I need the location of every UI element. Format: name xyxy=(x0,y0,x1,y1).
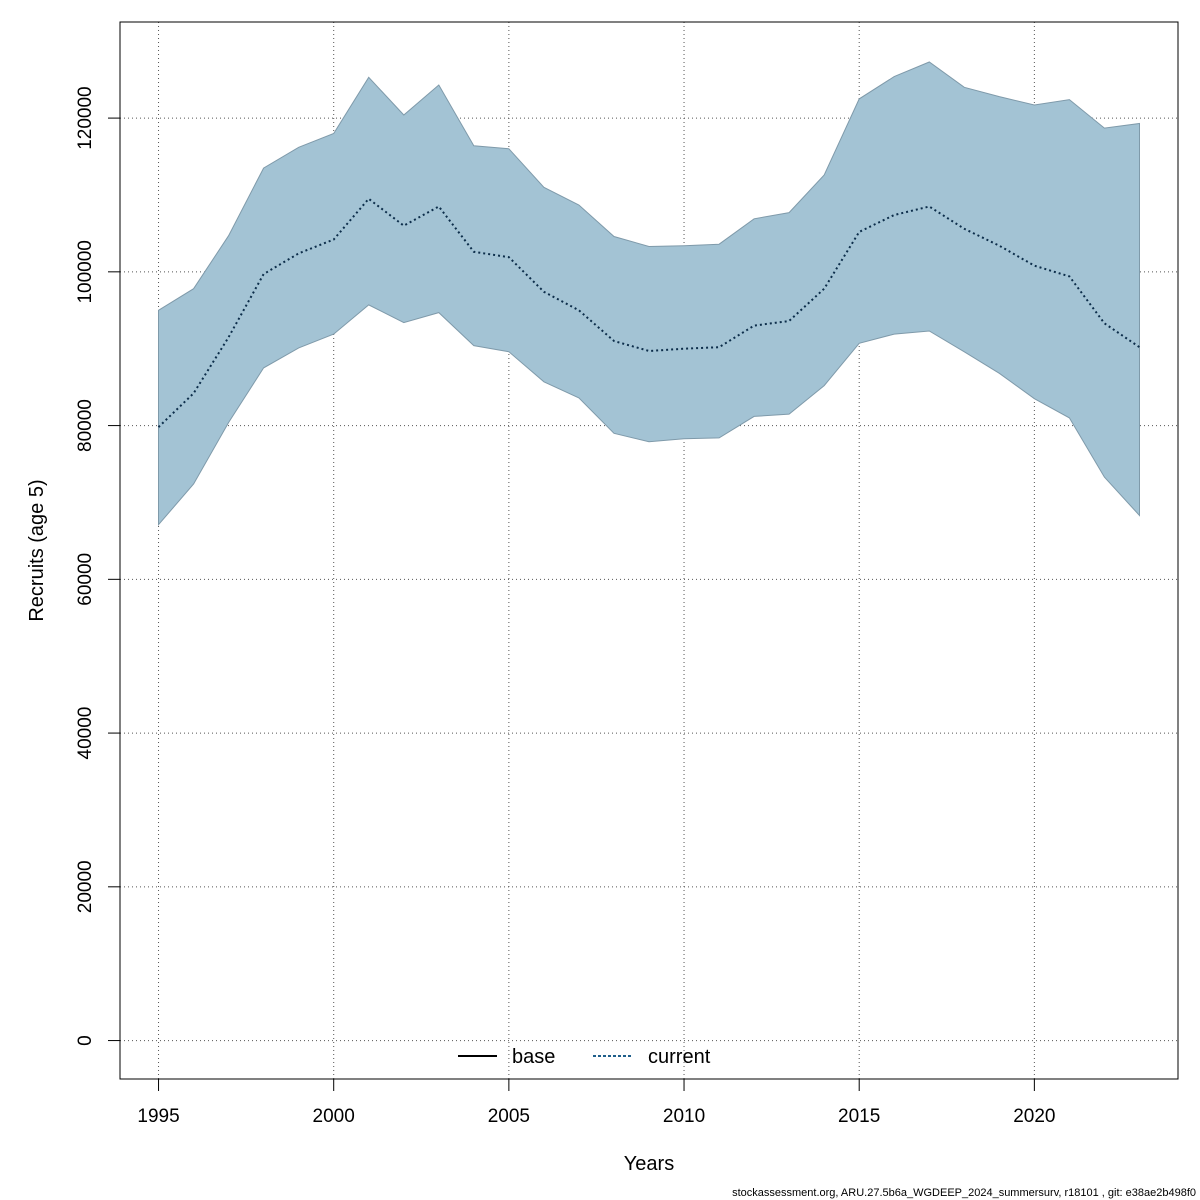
y-tick-label: 60000 xyxy=(75,553,96,606)
x-axis-title: Years xyxy=(624,1153,674,1175)
y-axis: 0 20000 40000 60000 80000 100000 120000 xyxy=(75,86,121,1046)
legend-label-base: base xyxy=(512,1046,555,1068)
legend-label-current: current xyxy=(648,1046,711,1068)
x-tick-label: 2010 xyxy=(663,1106,705,1127)
y-tick-label: 0 xyxy=(75,1035,96,1046)
legend: base current xyxy=(458,1046,711,1068)
confidence-band xyxy=(158,61,1140,527)
y-tick-label: 40000 xyxy=(75,707,96,760)
y-tick-label: 20000 xyxy=(75,860,96,913)
x-tick-label: 2015 xyxy=(838,1106,880,1127)
x-tick-label: 1995 xyxy=(137,1106,179,1127)
y-tick-label: 120000 xyxy=(75,86,96,149)
y-tick-label: 80000 xyxy=(75,399,96,452)
footer-credit: stockassessment.org, ARU.27.5b6a_WGDEEP_… xyxy=(732,1187,1196,1199)
y-axis-title: Recruits (age 5) xyxy=(26,479,48,621)
confidence-band-area xyxy=(158,61,1140,527)
x-tick-label: 2000 xyxy=(313,1106,355,1127)
x-tick-label: 2005 xyxy=(488,1106,530,1127)
y-tick-label: 100000 xyxy=(75,240,96,303)
x-axis: 1995 2000 2005 2010 2015 2020 xyxy=(137,1078,1056,1127)
x-tick-label: 2020 xyxy=(1013,1106,1055,1127)
